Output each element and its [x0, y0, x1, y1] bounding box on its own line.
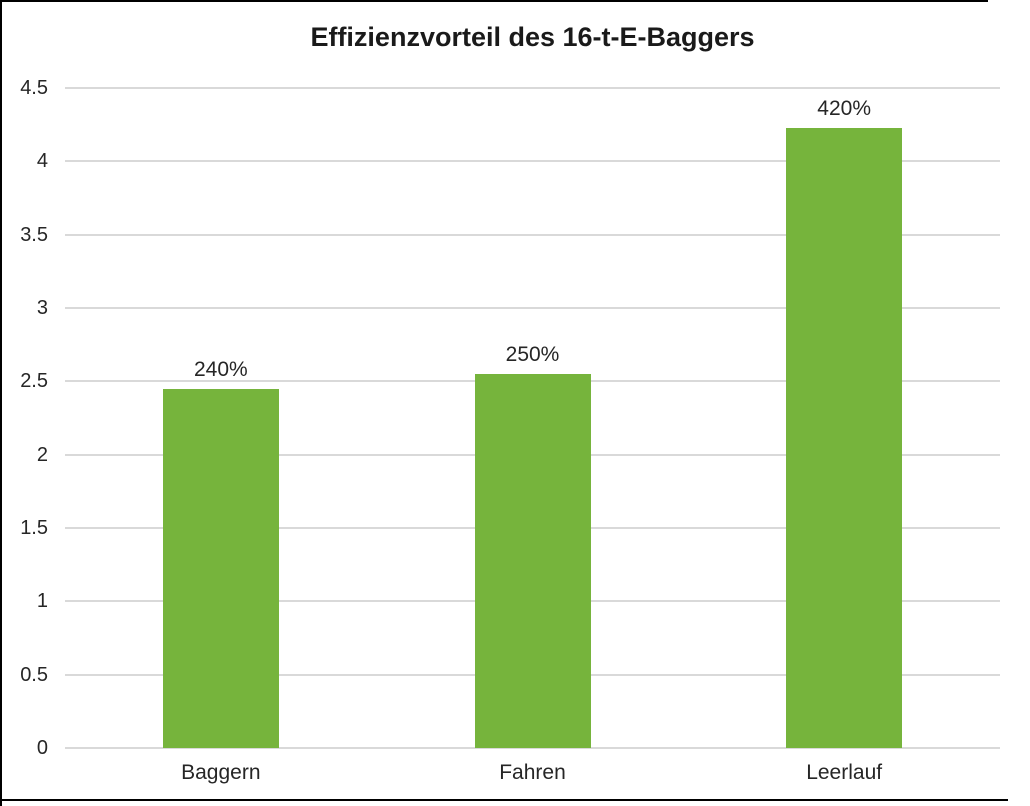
gridline-y-3	[65, 307, 1000, 309]
gridline-y-3.5	[65, 233, 1000, 236]
y-tick-label-4.5: 4.5	[20, 77, 48, 99]
gridline-y-0	[65, 747, 1000, 749]
y-tick-label-2: 2	[36, 443, 48, 466]
x-category-label-leerlauf: Leerlauf	[806, 761, 883, 784]
gridline-y-4	[65, 160, 1000, 163]
figure-border-top	[0, 0, 988, 2]
bar-value-label-baggern: 240%	[193, 357, 248, 381]
figure-border-left	[0, 0, 2, 806]
x-category-label-baggern: Baggern	[181, 761, 261, 784]
y-tick-label-0.5: 0.5	[20, 663, 48, 686]
bar-value-label-fahren: 250%	[505, 343, 560, 366]
y-tick-label-2.5: 2.5	[20, 370, 48, 393]
y-tick-label-3: 3	[36, 297, 48, 319]
chart-title: Effizienzvorteil des 16-t-E-Baggers	[310, 22, 755, 52]
x-category-label-fahren: Fahren	[499, 761, 566, 784]
y-tick-label-1: 1	[36, 590, 48, 613]
figure-border-bottom	[0, 799, 1008, 801]
bar-leerlauf	[786, 127, 903, 748]
y-tick-label-1.5: 1.5	[20, 517, 48, 539]
bar-baggern	[162, 388, 279, 748]
plot-area	[65, 87, 1000, 749]
y-tick-label-0: 0	[36, 737, 48, 759]
bar-fahren	[474, 374, 591, 748]
y-tick-label-3.5: 3.5	[20, 223, 48, 246]
bar-value-label-leerlauf: 420%	[817, 96, 872, 120]
gridline-y-4.5	[65, 87, 1000, 89]
y-tick-label-4: 4	[36, 150, 48, 173]
